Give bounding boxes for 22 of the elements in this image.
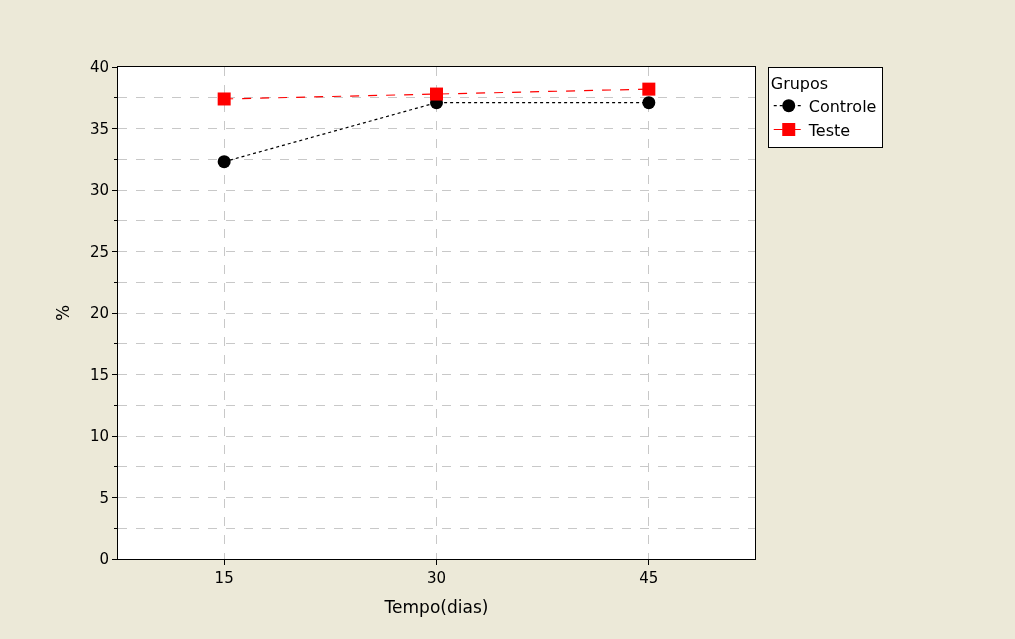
y-tick-label: 0 (99, 550, 109, 569)
y-tick-label: 5 (99, 488, 109, 507)
x-axis-title: Tempo(dias) (383, 597, 489, 618)
x-tick-label: 15 (214, 569, 234, 587)
y-tick-label: 30 (89, 181, 109, 200)
x-tick-label: 45 (639, 569, 659, 587)
y-tick-label: 15 (89, 365, 109, 384)
y-tick-label: 25 (89, 242, 109, 261)
legend-label: Controle (808, 96, 877, 116)
legend-label: Teste (807, 120, 851, 140)
legend-title: Grupos (770, 73, 829, 93)
x-tick-label: 30 (426, 569, 447, 587)
point (217, 155, 231, 169)
point (642, 82, 656, 96)
point (217, 92, 231, 106)
y-tick-label: 40 (89, 58, 109, 77)
point (430, 87, 443, 101)
y-tick-label: 20 (89, 304, 109, 323)
y-tick-label: 10 (89, 427, 109, 446)
point (642, 96, 656, 110)
y-axis-title: % (53, 304, 74, 322)
y-tick-label: 35 (89, 119, 109, 138)
